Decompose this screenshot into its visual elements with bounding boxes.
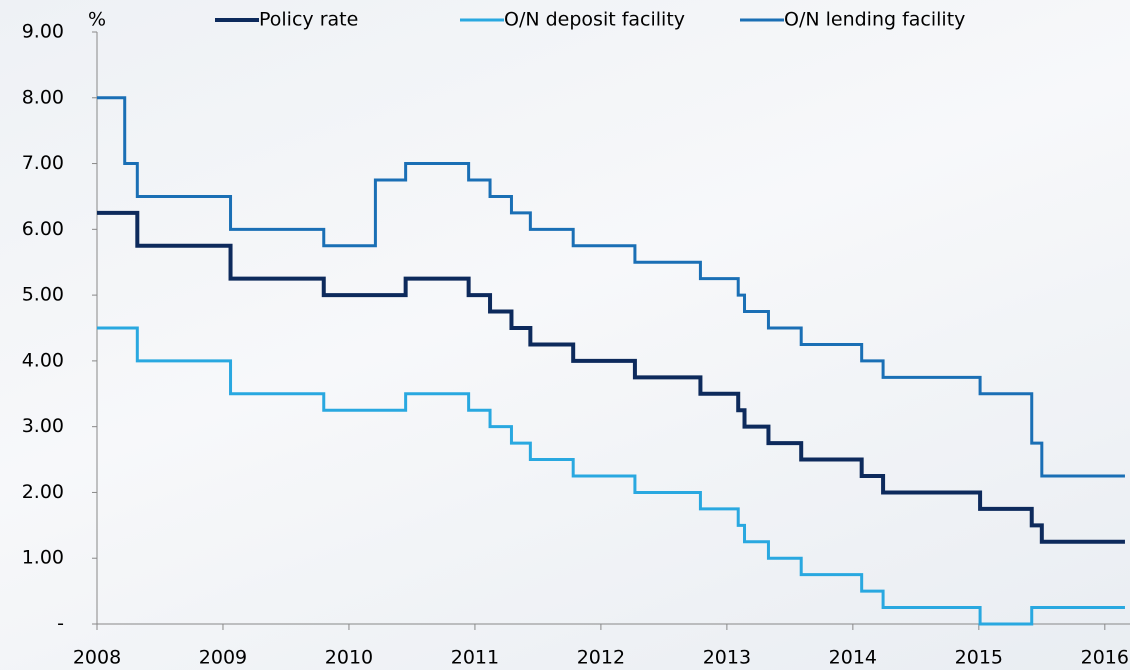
x-tick-label: 2009 <box>199 647 247 669</box>
x-tick-label: 2011 <box>451 647 499 669</box>
legend-label: Policy rate <box>259 9 358 31</box>
x-tick-label: 2013 <box>703 647 751 669</box>
series-line <box>97 210 1125 544</box>
legend-label: O/N deposit facility <box>504 9 685 31</box>
y-tick-label: 6.00 <box>22 218 64 240</box>
y-tick-label: 1.00 <box>22 547 64 569</box>
x-tick-label: 2015 <box>955 647 1003 669</box>
x-tick-label: 2016 <box>1081 647 1129 669</box>
y-tick-label: - <box>57 613 64 635</box>
series-line <box>97 326 1125 626</box>
x-tick-label: 2008 <box>73 647 121 669</box>
y-tick-label: 9.00 <box>22 21 64 43</box>
series-line <box>97 96 1125 478</box>
y-tick-label: 7.00 <box>22 152 64 174</box>
y-tick-label: 2.00 <box>22 481 64 503</box>
x-tick-label: 2012 <box>577 647 625 669</box>
legend-label: O/N lending facility <box>784 9 965 31</box>
x-tick-label: 2014 <box>829 647 877 669</box>
x-tick-label: 2010 <box>325 647 373 669</box>
y-tick-label: 5.00 <box>22 284 64 306</box>
y-tick-label: 4.00 <box>22 349 64 371</box>
y-tick-label: 3.00 <box>22 415 64 437</box>
y-tick-label: 8.00 <box>22 86 64 108</box>
y-axis-label: % <box>88 9 106 31</box>
